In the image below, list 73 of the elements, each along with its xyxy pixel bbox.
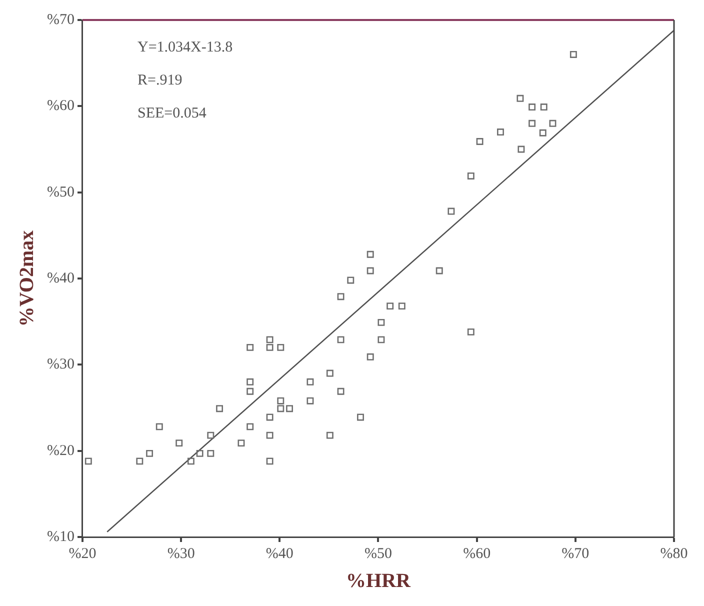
y-tick-label: %70 <box>46 12 74 28</box>
point <box>277 397 284 404</box>
point <box>277 344 284 351</box>
x-tick-label: %70 <box>562 546 590 562</box>
point <box>528 104 536 111</box>
x-tick-label: %20 <box>68 546 96 562</box>
point <box>467 172 474 180</box>
point <box>528 120 536 127</box>
point <box>337 388 344 395</box>
annotation: R=.919 <box>137 72 182 88</box>
x-tick-label: %50 <box>364 546 392 562</box>
point <box>337 293 344 300</box>
point <box>476 138 484 145</box>
point <box>347 276 354 284</box>
point <box>448 208 455 215</box>
point <box>386 302 394 310</box>
point <box>146 450 154 457</box>
point <box>286 405 293 412</box>
point <box>277 405 284 412</box>
x-tick-label: %40 <box>266 546 294 562</box>
point <box>84 458 92 465</box>
point <box>326 432 334 439</box>
point <box>266 458 274 465</box>
point <box>516 94 524 102</box>
point <box>306 378 314 386</box>
point <box>156 423 163 430</box>
point <box>176 440 183 447</box>
y-tick-label: %30 <box>46 356 74 373</box>
point <box>326 370 334 377</box>
annotation: SEE=0.054 <box>137 105 207 122</box>
point <box>540 104 548 111</box>
point <box>306 397 314 404</box>
point <box>266 344 274 351</box>
y-tick-label: %40 <box>46 270 74 286</box>
point <box>216 405 224 412</box>
point <box>539 129 546 136</box>
point <box>246 344 254 351</box>
annotation: Y=1.034X-13.8 <box>137 39 233 56</box>
y-tick-label: %20 <box>46 442 74 459</box>
point <box>246 423 254 430</box>
point <box>366 267 374 274</box>
point <box>187 458 194 465</box>
point <box>436 267 443 274</box>
point <box>238 440 245 447</box>
point <box>266 432 274 439</box>
y-axis-title: %VO2max <box>16 230 38 327</box>
point <box>378 318 385 326</box>
point <box>366 353 374 360</box>
point <box>337 336 344 344</box>
point <box>398 302 406 310</box>
point <box>366 250 374 258</box>
y-tick-label: %10 <box>46 528 74 545</box>
point <box>246 388 254 395</box>
point <box>357 414 364 421</box>
x-tick-label: %60 <box>463 546 491 562</box>
point <box>266 336 274 344</box>
point <box>570 50 577 58</box>
y-tick-label: %50 <box>46 184 74 200</box>
point <box>207 432 214 439</box>
point <box>467 328 474 336</box>
x-tick-label: %80 <box>660 546 688 562</box>
point <box>497 128 504 136</box>
point <box>207 450 214 457</box>
point <box>136 458 144 465</box>
point <box>518 146 525 153</box>
point <box>246 378 254 386</box>
x-axis-title: %HRR <box>346 570 412 592</box>
point <box>549 120 556 127</box>
point <box>266 414 274 421</box>
x-tick-label: %30 <box>167 546 195 562</box>
point <box>378 336 385 344</box>
y-tick-label: %60 <box>46 98 74 114</box>
point <box>196 450 204 457</box>
